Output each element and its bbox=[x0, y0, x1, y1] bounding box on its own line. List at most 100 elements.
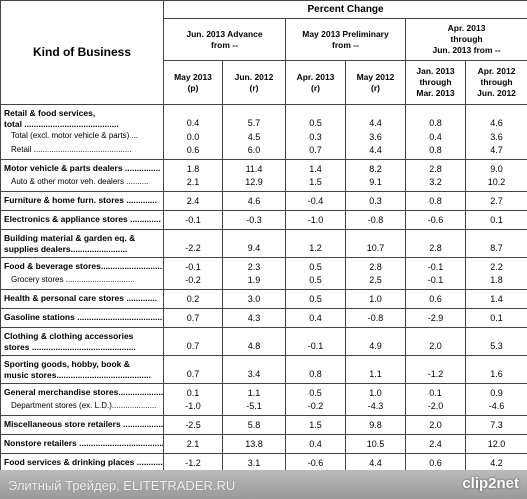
row-group: Food & beverage stores..................… bbox=[0, 257, 527, 290]
percent-value: -0.2 bbox=[163, 274, 223, 290]
header-line: Jun. 2013 Advance bbox=[186, 28, 263, 39]
label-line: Food & beverage stores..................… bbox=[4, 261, 163, 271]
percent-value: 0.6 bbox=[405, 289, 466, 309]
label-line: total ..................................… bbox=[4, 119, 119, 129]
percent-value: 0.7 bbox=[163, 327, 223, 356]
data-row: Retail & food services, total ..........… bbox=[0, 104, 527, 130]
business-label: General merchandise stores..............… bbox=[0, 383, 164, 400]
row-group: Motor vehicle & parts dealers ..........… bbox=[0, 159, 527, 192]
header-line: Apr. 2012 bbox=[477, 66, 516, 76]
label-line: Nonstore retailers .....................… bbox=[4, 438, 164, 448]
percent-value: 9.4 bbox=[222, 229, 286, 258]
percent-value: 0.3 bbox=[345, 191, 406, 211]
row-group: Furniture & home furn. stores ..........… bbox=[0, 191, 527, 211]
label-line: Health & personal care stores ..........… bbox=[4, 293, 158, 303]
header-line: (r) bbox=[311, 82, 320, 93]
label-line: Grocery stores .........................… bbox=[11, 275, 135, 284]
percent-value: -0.4 bbox=[285, 191, 346, 211]
percent-value: 2.8 bbox=[405, 159, 466, 176]
label-line: Food services & drinking places ........… bbox=[4, 457, 164, 467]
percent-value: 0.5 bbox=[285, 383, 346, 400]
percent-value: 5.3 bbox=[464, 327, 527, 356]
percent-value: 1.9 bbox=[222, 274, 286, 290]
footer-bar: Элитный Трейдер, ELITETRADER.RU clip2net bbox=[0, 470, 527, 499]
percent-value: 1.8 bbox=[464, 274, 527, 290]
percent-value: -2.5 bbox=[163, 415, 223, 435]
column-header: May 2013 (p) bbox=[163, 60, 223, 105]
percent-value: 1.0 bbox=[345, 383, 406, 400]
percent-value: 2.4 bbox=[405, 434, 466, 454]
percent-value: 0.4 bbox=[405, 130, 466, 144]
header-line: (p) bbox=[187, 82, 199, 93]
percent-value: 1.1 bbox=[345, 355, 406, 384]
label-line: supplies dealers........................ bbox=[4, 244, 128, 254]
percent-value: 0.1 bbox=[163, 383, 223, 400]
percent-value: 0.2 bbox=[163, 289, 223, 309]
label-line: Miscellaneous store retailers ..........… bbox=[4, 419, 164, 429]
column-header: Jan. 2013 through Mar. 2013 bbox=[405, 60, 466, 105]
header-row: May 2013 (p) Jun. 2012 (r) Apr. 2013 (r) May 2… bbox=[1, 60, 527, 105]
percent-value: -2.0 bbox=[405, 400, 466, 416]
header-line: Apr. 2013 bbox=[447, 23, 486, 33]
label-line: Total (excl. motor vehicle & parts) ... bbox=[11, 131, 139, 140]
label-line: music stores............................… bbox=[4, 370, 151, 380]
header-line: through bbox=[480, 77, 513, 87]
percent-value: 1.2 bbox=[285, 229, 346, 258]
percent-value: 1.8 bbox=[163, 159, 223, 176]
percent-value: -0.1 bbox=[163, 257, 223, 274]
percent-value: 2.0 bbox=[405, 327, 466, 356]
percent-value: 2.4 bbox=[163, 191, 223, 211]
business-label: Miscellaneous store retailers ..........… bbox=[0, 415, 164, 435]
header-row: Kind of Business Percent Change bbox=[0, 0, 527, 105]
percent-value: 4.4 bbox=[345, 144, 406, 160]
group-header: Apr. 2013 through Jun. 2013 from -- bbox=[404, 18, 527, 61]
percent-value: 0.5 bbox=[285, 289, 346, 309]
row-group: Building material & garden eq. & supplies… bbox=[0, 229, 527, 258]
percent-value: 6.0 bbox=[222, 144, 286, 160]
header-line: May 2013 bbox=[174, 71, 212, 82]
percent-value: 0.1 bbox=[405, 383, 466, 400]
percent-value: -1.0 bbox=[285, 210, 346, 230]
business-label: Food & beverage stores..................… bbox=[0, 257, 164, 274]
business-label: Auto & other motor veh. dealers ........… bbox=[0, 176, 164, 192]
header-line: Mar. 2013 bbox=[416, 88, 455, 98]
header-line: (r) bbox=[249, 82, 259, 93]
percent-value: 2.8 bbox=[405, 229, 466, 258]
percent-value: 2.1 bbox=[163, 434, 223, 454]
column-header: Apr. 2013 (r) bbox=[285, 60, 346, 105]
percent-value: -0.1 bbox=[163, 210, 223, 230]
percent-value: 3.6 bbox=[464, 130, 527, 144]
business-label: Motor vehicle & parts dealers ..........… bbox=[0, 159, 164, 176]
percent-value: -0.6 bbox=[405, 210, 466, 230]
percent-value: 2.0 bbox=[405, 415, 466, 435]
business-label: Sporting goods, hobby, book & music store… bbox=[0, 355, 164, 384]
label-line: Gasoline stations ......................… bbox=[4, 312, 163, 322]
percent-value: -2.2 bbox=[163, 229, 223, 258]
percent-value: 9.1 bbox=[345, 176, 406, 192]
percent-change-header: Percent Change bbox=[162, 0, 527, 19]
header-line: May 2013 Preliminary bbox=[302, 28, 389, 39]
business-label: Electronics & appliance stores .........… bbox=[0, 210, 164, 230]
percent-value: 2.2 bbox=[464, 257, 527, 274]
percent-value: 0.7 bbox=[163, 355, 223, 384]
percent-value: 12.9 bbox=[222, 176, 286, 192]
data-row: Nonstore retailers .....................… bbox=[0, 434, 527, 454]
row-group: Gasoline stations ......................… bbox=[0, 308, 527, 328]
percent-value: 1.6 bbox=[464, 355, 527, 384]
percent-value: 4.5 bbox=[222, 130, 286, 144]
percent-value: 2.3 bbox=[222, 257, 286, 274]
row-group: Health & personal care stores ..........… bbox=[0, 289, 527, 309]
logo: clip2net bbox=[462, 475, 519, 492]
header-line: Jun. 2013 from -- bbox=[432, 45, 501, 55]
percent-value: 8.7 bbox=[464, 229, 527, 258]
percent-value: 0.8 bbox=[285, 355, 346, 384]
percent-value: 0.6 bbox=[163, 144, 223, 160]
data-row: General merchandise stores..............… bbox=[0, 383, 527, 400]
sales-table: Kind of Business Percent Change Jun. 2013 … bbox=[0, 0, 527, 473]
data-row: Department stores (ex. L.D.)............… bbox=[0, 400, 527, 416]
percent-value: 4.6 bbox=[222, 191, 286, 211]
percent-value: -2.9 bbox=[405, 308, 466, 328]
table-header: Kind of Business Percent Change Jun. 2013 … bbox=[0, 0, 527, 105]
header-line: through bbox=[419, 77, 452, 87]
